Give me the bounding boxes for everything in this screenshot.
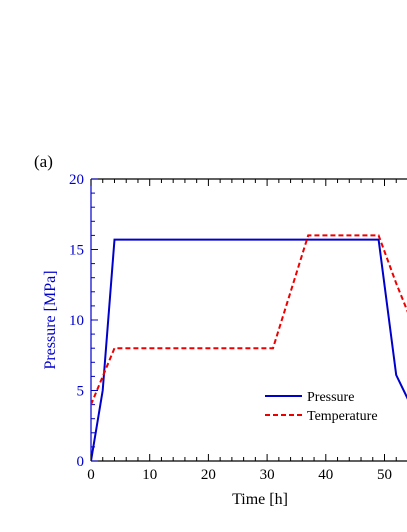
y-axis-label: Pressure [MPa] [42,270,59,369]
legend-label-temperature: Temperature [307,409,378,424]
axes-layer: 0 10 20 30 40 50 0 5 10 15 20 [69,172,407,483]
x-tick-label: 20 [201,467,216,483]
x-tick-label: 0 [87,467,95,483]
x-axis-label: Time [h] [232,491,288,508]
series-line-temperature [91,234,407,405]
series-line-pressure [91,238,407,462]
x-tick-label: 50 [377,467,392,483]
y-tick-label: 15 [69,243,84,259]
y-tick-label: 5 [77,384,85,400]
panel-label: (a) [34,152,53,171]
legend: Pressure Temperature [265,390,378,424]
x-tick-label: 30 [260,467,275,483]
x-tick-label: 40 [318,467,333,483]
y-tick-label: 0 [77,454,85,470]
legend-label-pressure: Pressure [307,390,354,405]
series-layer [91,234,407,462]
x-tick-label: 10 [142,467,157,483]
y-tick-label: 20 [69,172,84,188]
y-tick-label: 10 [69,313,84,329]
